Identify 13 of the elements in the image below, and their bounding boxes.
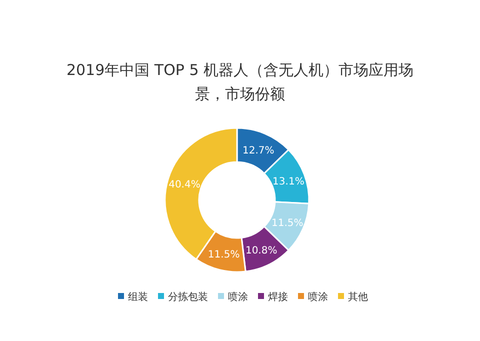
- legend-label: 喷涂: [228, 291, 248, 303]
- chart-title: 2019年中国 TOP 5 机器人（含无人机）市场应用场景，市场份额: [66, 61, 414, 103]
- legend-label: 组装: [128, 291, 148, 303]
- data-label: 11.5%: [272, 218, 304, 229]
- data-label: 10.8%: [245, 245, 278, 256]
- legend-label: 喷涂: [308, 291, 328, 303]
- legend-label: 焊接: [268, 291, 288, 303]
- data-label: 11.5%: [208, 249, 240, 260]
- data-label: 40.4%: [168, 180, 200, 191]
- legend-label: 其他: [348, 291, 368, 303]
- data-label: 13.1%: [272, 176, 304, 188]
- legend-label: 分拣包装: [168, 291, 208, 303]
- data-label: 12.7%: [242, 145, 274, 156]
